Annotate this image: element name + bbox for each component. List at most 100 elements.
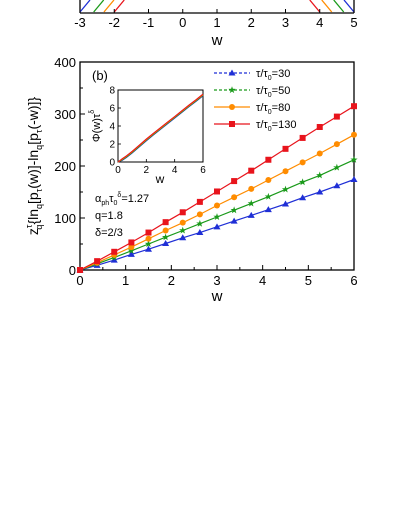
data-point [179, 209, 186, 216]
top-x-tick-label: 4 [316, 15, 323, 30]
legend-marker [228, 86, 236, 94]
top-left-curve-fragment [103, 0, 115, 13]
data-point [144, 240, 153, 248]
annotation-alpha: αphτ0δ=1.27 [95, 192, 149, 207]
data-point [77, 267, 83, 273]
data-point [94, 258, 101, 265]
inset-frame [117, 89, 204, 163]
inset-chart: 0 2 4 6 0 2 4 6 8 w Φ(w)τδ [89, 86, 206, 187]
inset-x-tick-label: 4 [172, 165, 178, 176]
data-point [265, 156, 272, 163]
data-point [110, 256, 118, 263]
data-point [299, 194, 307, 201]
data-point [196, 198, 203, 205]
panel-label: (b) [92, 68, 108, 83]
x-tick-label: 3 [213, 273, 220, 288]
data-point [179, 226, 187, 234]
inset-y-tick-label: 8 [109, 86, 115, 97]
legend-marker [229, 121, 235, 127]
y-axis-label: zτq{lnq[pτ(w)]-lnq[pτ(-w)]} [24, 97, 44, 236]
data-point [264, 192, 272, 200]
legend-label: τ/τ0=50 [256, 85, 290, 99]
data-point [179, 234, 187, 241]
legend-label: τ/τ0=30 [256, 68, 290, 82]
data-point [127, 246, 135, 254]
data-point [196, 219, 204, 227]
top-x-tick-label: 0 [179, 15, 186, 30]
data-point [282, 200, 289, 207]
data-point [333, 163, 341, 171]
legend-marker [229, 104, 235, 110]
x-tick-label: 4 [259, 273, 266, 288]
data-point [127, 250, 135, 257]
top-x-tick-label: -1 [143, 15, 155, 30]
inset-y-tick-label: 0 [109, 158, 115, 169]
top-x-tick-label: -3 [74, 15, 86, 30]
data-point [111, 248, 118, 255]
data-point [316, 171, 324, 179]
top-x-tick-label: 1 [213, 15, 220, 30]
legend: τ/τ0=30 τ/τ0=50 τ/τ0=80 τ/τ0=130 [214, 68, 296, 133]
data-point [333, 113, 340, 120]
inset-x-tick-label: 2 [144, 165, 150, 176]
inset-x-tick-label: 0 [115, 165, 121, 176]
data-point [128, 244, 135, 251]
x-axis-label: w [211, 288, 223, 305]
top-x-tick-label: -2 [108, 15, 120, 30]
data-point [162, 233, 170, 241]
data-point [162, 219, 169, 226]
data-point [282, 168, 289, 175]
annotation-delta: δ=2/3 [95, 227, 123, 239]
legend-marker [228, 69, 236, 76]
data-point [247, 199, 255, 207]
data-point [350, 176, 358, 183]
data-point [162, 227, 169, 234]
top-x-tick-label: 3 [282, 15, 289, 30]
y-tick-label: 300 [54, 107, 76, 122]
top-right-curve-fragment [309, 0, 321, 13]
data-point [299, 134, 306, 141]
top-right-curve-fragment [333, 0, 345, 13]
data-point [333, 141, 340, 148]
inset-x-axis-label: w [155, 172, 165, 186]
data-point [333, 182, 341, 189]
data-point [145, 235, 152, 242]
y-tick-label: 200 [54, 159, 76, 174]
data-point [248, 167, 255, 174]
y-tick-label: 100 [54, 211, 76, 226]
top-panel-x-axis-label: w [211, 32, 223, 49]
data-point [299, 159, 306, 166]
top-left-curve-fragment [93, 0, 105, 13]
data-point [214, 188, 220, 195]
top-right-curve-fragment [321, 0, 333, 13]
x-tick-label: 1 [122, 273, 129, 288]
data-point [145, 245, 152, 252]
top-left-curve-fragment [79, 0, 91, 13]
data-point [299, 178, 307, 186]
data-point [196, 229, 204, 236]
annotation-q: q=1.8 [95, 210, 123, 222]
x-tick-label: 2 [168, 273, 175, 288]
inset-curve-3 [117, 93, 204, 163]
legend-label: τ/τ0=130 [256, 119, 296, 133]
data-point [248, 185, 255, 192]
x-tick-label: 0 [76, 273, 83, 288]
top-left-curve-fragment [113, 0, 125, 13]
data-point [214, 202, 220, 209]
data-point [265, 177, 272, 184]
inset-y-tick-label: 4 [109, 122, 115, 133]
data-point [264, 206, 272, 213]
data-point [196, 211, 203, 218]
legend-label: τ/τ0=80 [256, 102, 290, 116]
data-point [230, 217, 238, 224]
data-point [247, 211, 255, 218]
data-point [351, 131, 357, 138]
data-point [350, 155, 358, 163]
data-point [281, 185, 290, 193]
inset-x-tick-label: 6 [200, 165, 206, 176]
data-point [128, 239, 135, 246]
data-point [162, 239, 170, 246]
data-point [351, 103, 357, 110]
data-point [230, 206, 238, 214]
